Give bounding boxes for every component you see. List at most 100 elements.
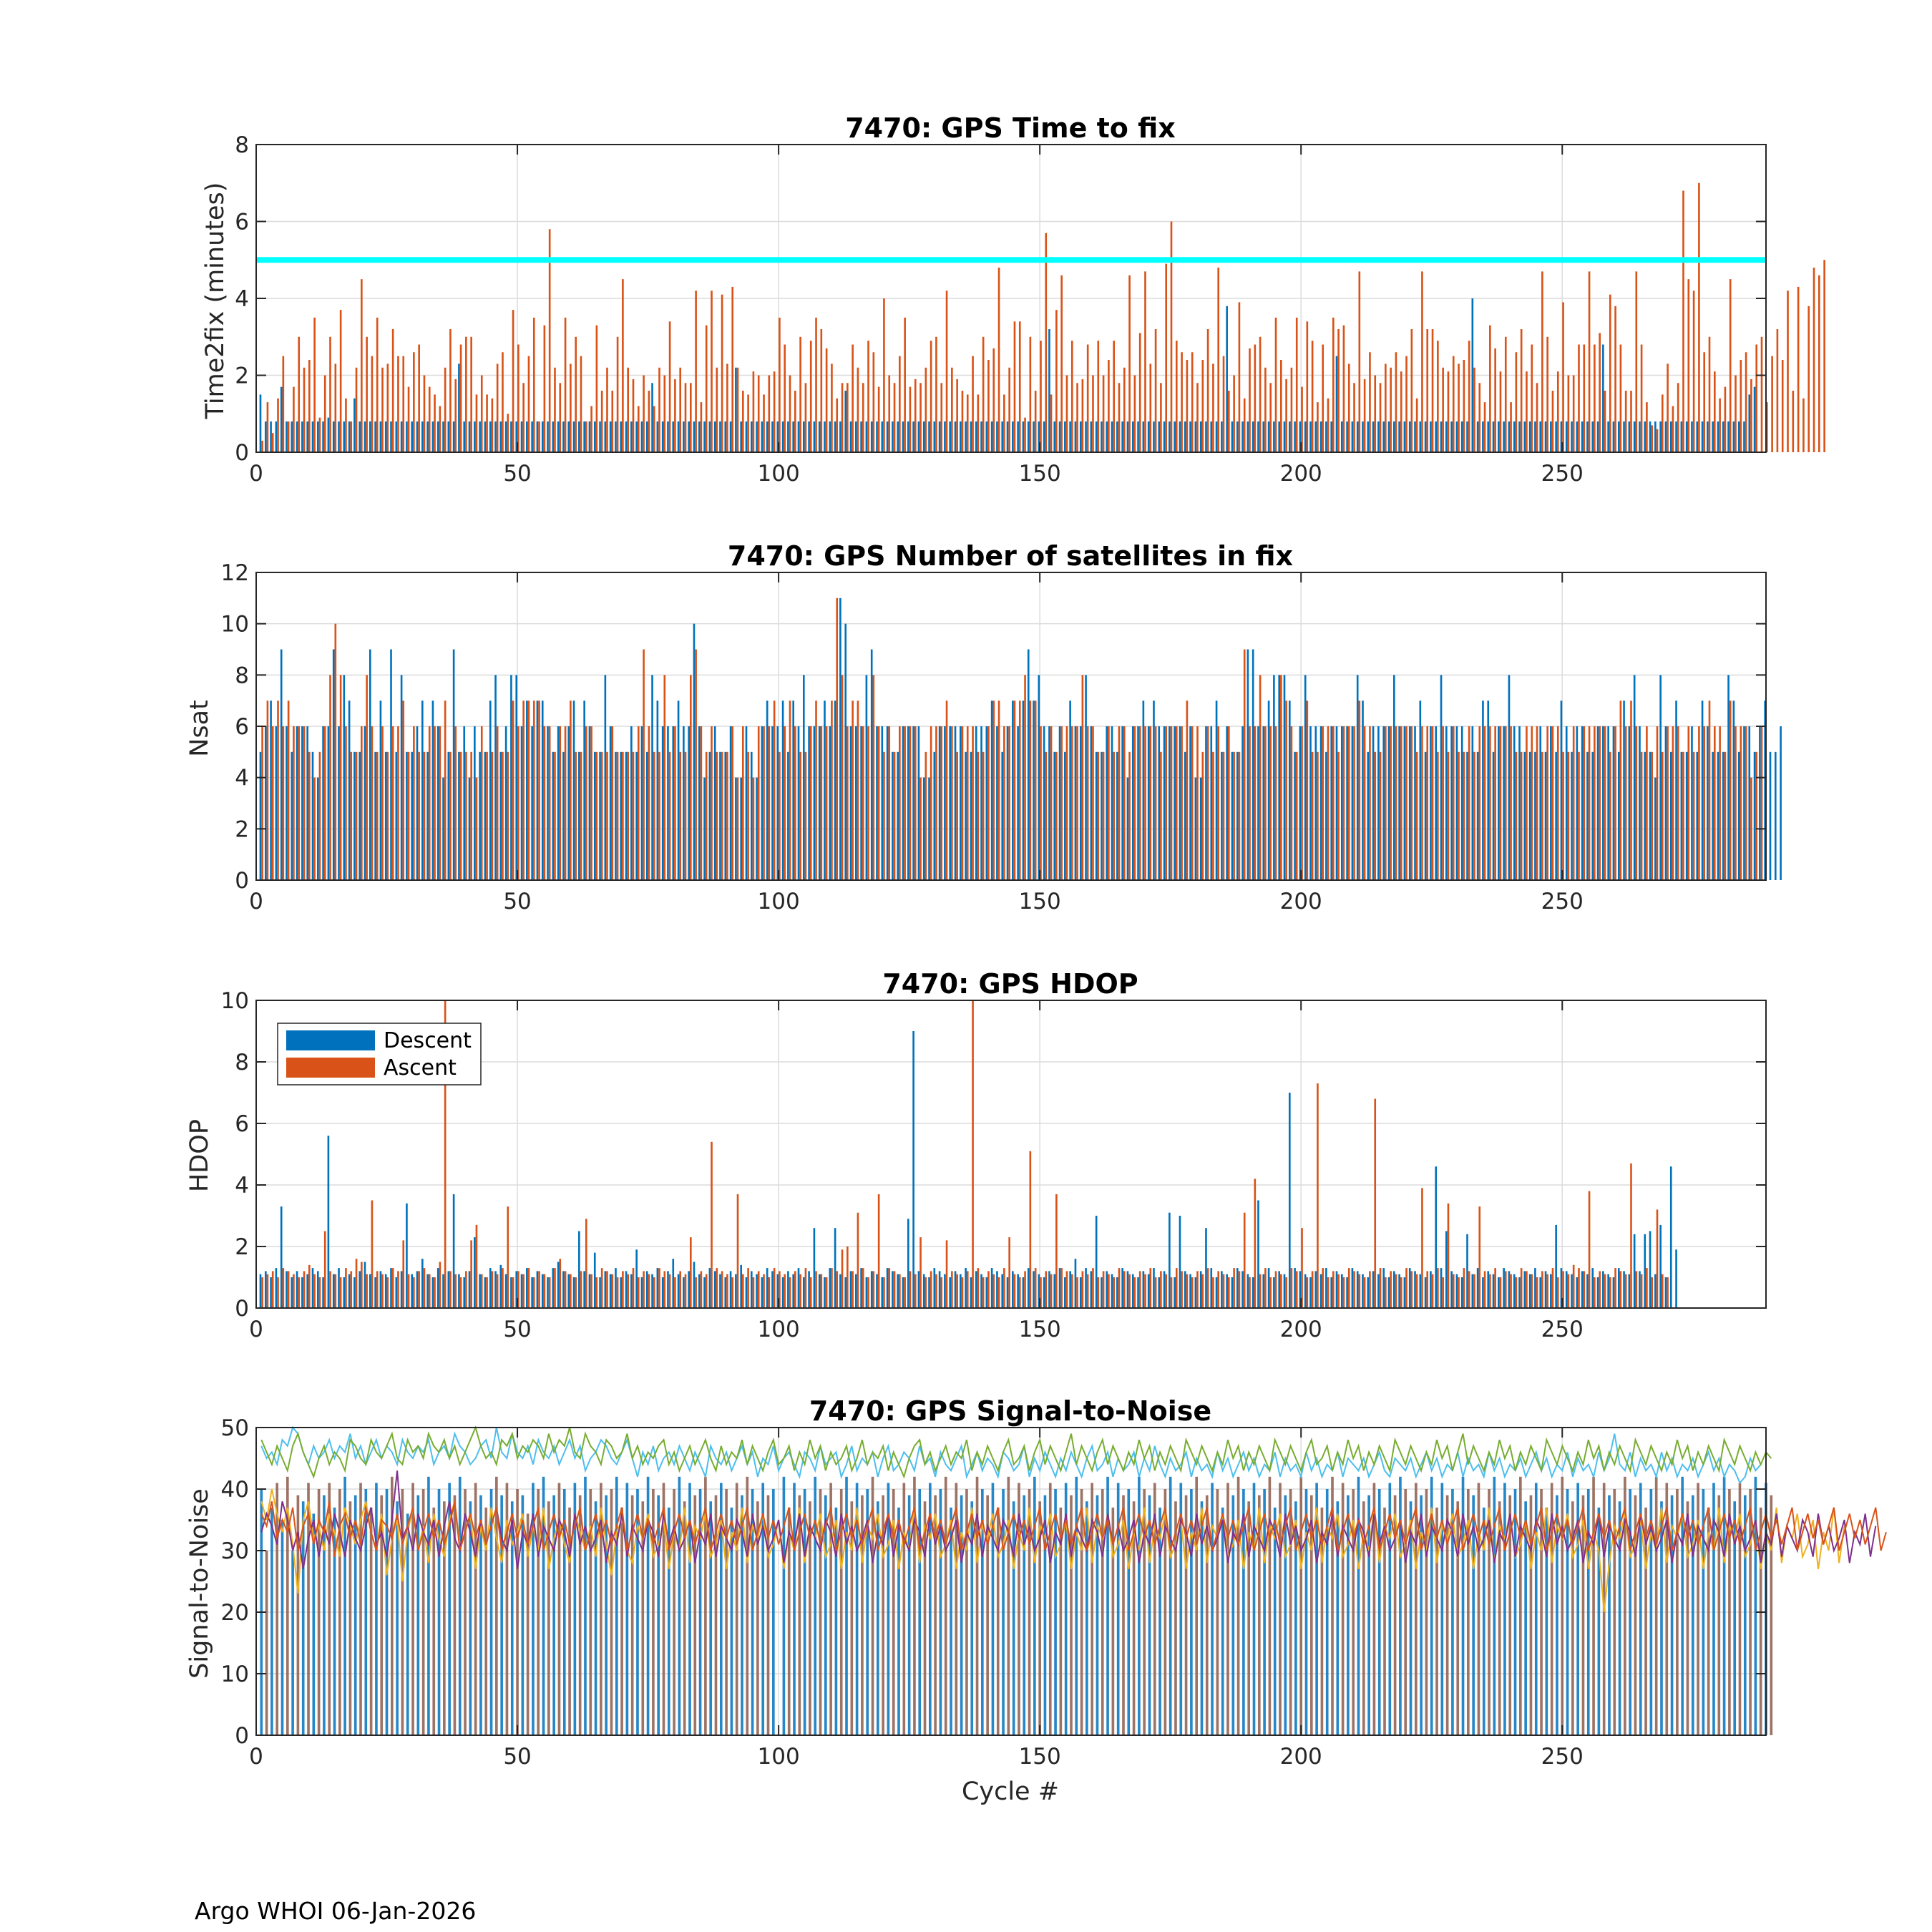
hdop-ascent-bar: [308, 1264, 311, 1308]
snr-bar: [1085, 1501, 1088, 1735]
nsat-ascent-bar: [1578, 751, 1580, 880]
nsat-descent-bar: [400, 675, 403, 880]
snr-bar: [950, 1507, 952, 1735]
time2fix-ascent-bar: [1630, 391, 1632, 452]
time2fix-ascent-bar: [1531, 344, 1533, 452]
hdop-descent-bar: [615, 1268, 617, 1308]
nsat-descent-bar: [541, 701, 544, 880]
hdop-ascent-bar: [695, 1277, 697, 1308]
time2fix-ascent-bar: [1452, 356, 1455, 453]
nsat-ascent-bar: [1635, 726, 1638, 880]
nsat-descent-bar: [1691, 726, 1693, 880]
hdop-ascent-bar: [1353, 1271, 1355, 1308]
hdop-descent-bar: [1476, 1268, 1479, 1308]
nsat-ascent-bar: [825, 726, 828, 880]
nsat-ascent-bar: [852, 701, 854, 880]
nsat-ascent-bar: [282, 726, 285, 880]
snr-bar: [1304, 1489, 1308, 1735]
hdop-ascent-bar: [1149, 1268, 1152, 1308]
hdop-descent-bar: [1664, 1277, 1667, 1308]
snr-bar: [1697, 1483, 1699, 1735]
time2fix-ascent-bar: [475, 394, 478, 453]
nsat-ascent-bar: [1551, 726, 1554, 880]
nsat-descent-bar: [1696, 751, 1699, 880]
hdop-ascent-bar: [987, 1271, 990, 1308]
hdop-ascent-bar: [663, 1271, 666, 1308]
snr-bar: [782, 1476, 786, 1735]
hdop-ascent-bar: [1567, 1274, 1570, 1308]
time2fix-ascent-bar: [789, 375, 791, 452]
time2fix-ascent-bar: [402, 356, 405, 453]
time2fix-descent-bar: [1126, 421, 1129, 452]
hdop-descent-bar: [1518, 1277, 1521, 1308]
hdop-descent-bar: [567, 1274, 570, 1308]
hdop-ascent-bar: [815, 1271, 817, 1308]
nsat-descent-bar: [1633, 675, 1636, 880]
time2fix-descent-bar: [1367, 421, 1370, 452]
hdop-descent-bar: [844, 1277, 847, 1308]
time2fix-ascent-bar: [1594, 344, 1596, 452]
time2fix-ascent-bar: [820, 329, 823, 452]
hdop-descent-bar: [1069, 1271, 1071, 1308]
time2fix-ascent-bar: [972, 356, 974, 453]
snr-bar: [673, 1489, 675, 1735]
hdop-ascent-bar: [323, 1231, 326, 1308]
nsat-ascent-bar: [1703, 726, 1706, 880]
hdop-descent-bar: [1189, 1274, 1191, 1308]
time2fix-xtick-label: 100: [758, 461, 800, 487]
snr-bar: [1242, 1489, 1245, 1735]
hdop-descent-bar: [834, 1228, 836, 1308]
time2fix-ascent-bar: [1154, 329, 1157, 452]
time2fix-descent-bar: [572, 421, 575, 452]
time2fix-ascent-bar: [1191, 352, 1194, 452]
hdop-descent-bar: [1644, 1234, 1646, 1308]
snr-bar: [510, 1501, 514, 1735]
nsat-descent-bar: [672, 726, 675, 880]
hdop-descent-bar: [1430, 1271, 1432, 1308]
nsat-descent-bar: [1712, 751, 1714, 880]
time2fix-ascent-bar: [1807, 306, 1810, 452]
hdop-ascent-bar: [1311, 1271, 1314, 1308]
snr-bar: [1216, 1489, 1219, 1735]
snr-bar: [1257, 1495, 1261, 1735]
time2fix-ascent-bar: [1520, 329, 1523, 452]
nsat-descent-bar: [1732, 701, 1735, 880]
nsat-ascent-bar: [1076, 726, 1078, 880]
snr-bar: [427, 1476, 430, 1735]
hdop-descent-bar: [322, 1277, 324, 1308]
time2fix-xtick-label: 200: [1280, 461, 1322, 487]
time2fix-ascent-bar: [1624, 391, 1627, 452]
hdop-descent-bar: [1116, 1277, 1118, 1308]
nsat-descent-bar: [332, 649, 335, 880]
nsat-ascent-bar: [904, 726, 906, 880]
hdop-descent-bar: [572, 1277, 575, 1308]
hdop-descent-bar: [1012, 1271, 1014, 1308]
snr-bar: [1106, 1476, 1109, 1735]
hdop-descent-bar: [766, 1268, 769, 1308]
time2fix-ascent-bar: [1133, 375, 1136, 452]
nsat-descent-bar: [447, 751, 450, 880]
time2fix-ascent-bar: [271, 433, 274, 453]
snr-xtick-label: 250: [1541, 1744, 1584, 1770]
nsat-ascent-bar: [1317, 751, 1319, 880]
snr-bar: [991, 1483, 995, 1735]
nsat-ascent-bar: [548, 726, 551, 880]
hdop-ascent-bar: [1259, 1274, 1262, 1308]
time2fix-ascent-bar: [413, 352, 415, 452]
nsat-descent-bar: [928, 777, 930, 880]
hdop-descent-bar: [1184, 1271, 1186, 1308]
snr-bar: [1472, 1495, 1475, 1735]
hdop-ascent-bar: [1468, 1271, 1470, 1308]
nsat-descent-bar: [1126, 777, 1129, 880]
hdop-descent-bar: [1288, 1093, 1291, 1308]
hdop-descent-bar: [264, 1271, 267, 1308]
time2fix-ascent-bar: [1196, 383, 1199, 452]
nsat-ascent-bar: [1013, 701, 1016, 880]
time2fix-ascent-bar: [1677, 383, 1679, 452]
time2fix-descent-bar: [343, 421, 346, 452]
hdop-ytick-label: 8: [235, 1050, 249, 1075]
time2fix-ascent-bar: [1269, 383, 1272, 452]
hdop-ascent-bar: [820, 1274, 823, 1308]
time2fix-descent-bar: [515, 421, 518, 452]
nsat-ascent-bar: [1708, 701, 1711, 880]
